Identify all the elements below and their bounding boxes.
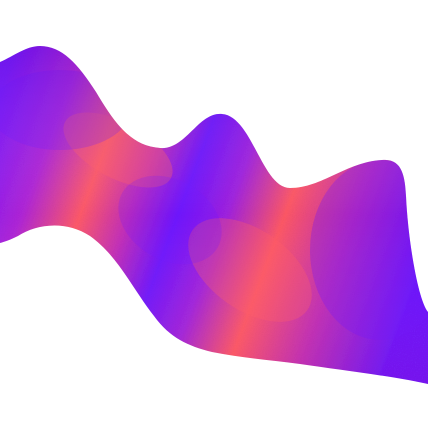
wave-ribbon-graphic	[0, 0, 428, 428]
ribbon-color-blooms	[0, 0, 428, 428]
artwork-canvas	[0, 0, 428, 428]
wave-ribbon	[0, 0, 428, 428]
